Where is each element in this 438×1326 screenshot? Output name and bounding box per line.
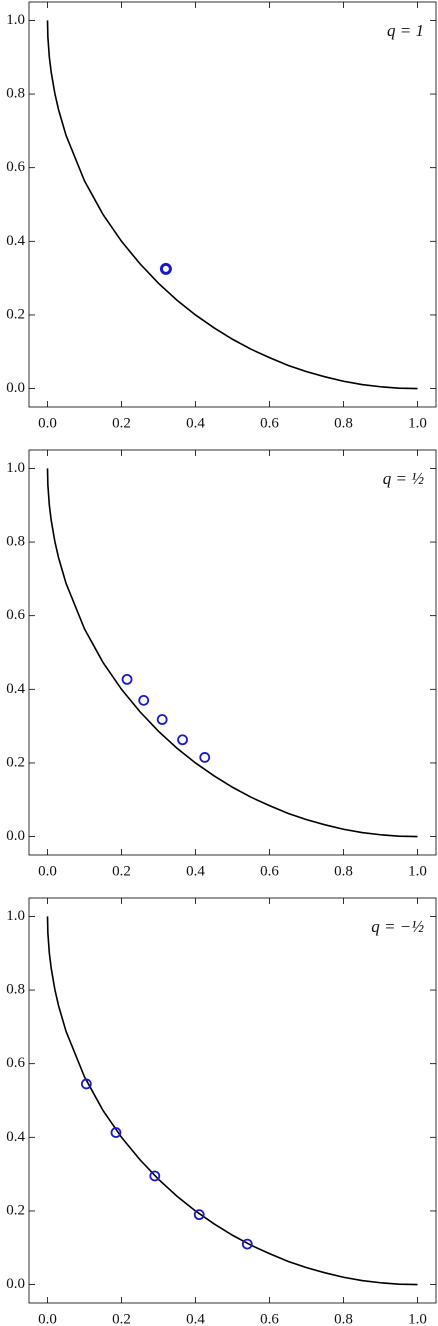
- x-tick-label: 0.6: [260, 1311, 279, 1326]
- y-tick-label: 0.0: [6, 380, 25, 396]
- point: [156, 714, 168, 725]
- curve: [46, 916, 418, 1286]
- y-tick-label: 1.0: [6, 460, 25, 476]
- x-tick-label: 1.0: [408, 415, 427, 431]
- y-tick-label: 1.0: [6, 12, 25, 28]
- x-tick-label: 0.4: [186, 415, 205, 431]
- point: [121, 673, 133, 685]
- y-tick-label: 0.6: [6, 607, 25, 623]
- x-tick-label: 0.8: [334, 1311, 353, 1326]
- curve: [46, 20, 418, 390]
- x-tick-label: 0.0: [38, 1311, 57, 1326]
- y-tick-label: 0.8: [6, 85, 25, 101]
- x-tick-label: 0.4: [186, 1311, 205, 1326]
- curve: [46, 468, 418, 838]
- point: [110, 1127, 122, 1138]
- panel-title: q = ½: [383, 469, 424, 488]
- point: [177, 734, 188, 746]
- y-tick-label: 0.6: [6, 159, 25, 175]
- panel-title: q = 1: [387, 21, 424, 40]
- panel-title: q = −½: [371, 917, 424, 936]
- x-tick-label: 0.8: [334, 863, 353, 879]
- y-tick-label: 0.0: [6, 828, 25, 844]
- y-tick-label: 0.0: [6, 1276, 25, 1292]
- x-tick-label: 0.2: [112, 1311, 131, 1326]
- point: [241, 1238, 253, 1250]
- point: [193, 1209, 205, 1221]
- point: [80, 1078, 92, 1090]
- x-tick-label: 0.6: [260, 863, 279, 879]
- x-tick-label: 0.0: [38, 863, 57, 879]
- point: [138, 694, 150, 706]
- y-tick-label: 0.6: [6, 1055, 25, 1071]
- x-tick-label: 1.0: [408, 863, 427, 879]
- x-tick-label: 0.4: [186, 863, 205, 879]
- y-tick-label: 1.0: [6, 908, 25, 924]
- x-tick-label: 0.2: [112, 415, 131, 431]
- y-tick-label: 0.4: [6, 681, 25, 697]
- plot-frame: [28, 1, 437, 408]
- y-tick-label: 0.4: [6, 1129, 25, 1145]
- point: [149, 1170, 161, 1182]
- x-tick-label: 1.0: [408, 1311, 427, 1326]
- x-tick-label: 0.8: [334, 415, 353, 431]
- y-tick-label: 0.4: [6, 233, 25, 249]
- point: [199, 752, 211, 763]
- x-tick-label: 0.0: [38, 415, 57, 431]
- y-tick-label: 0.2: [6, 306, 25, 322]
- y-tick-label: 0.2: [6, 754, 25, 770]
- plot-frame: [28, 449, 437, 856]
- y-tick-label: 0.8: [6, 981, 25, 997]
- y-tick-label: 0.8: [6, 533, 25, 549]
- x-tick-label: 0.2: [112, 863, 131, 879]
- point: [159, 262, 172, 275]
- x-tick-label: 0.6: [260, 415, 279, 431]
- plot-frame: [28, 897, 437, 1304]
- y-tick-label: 0.2: [6, 1202, 25, 1218]
